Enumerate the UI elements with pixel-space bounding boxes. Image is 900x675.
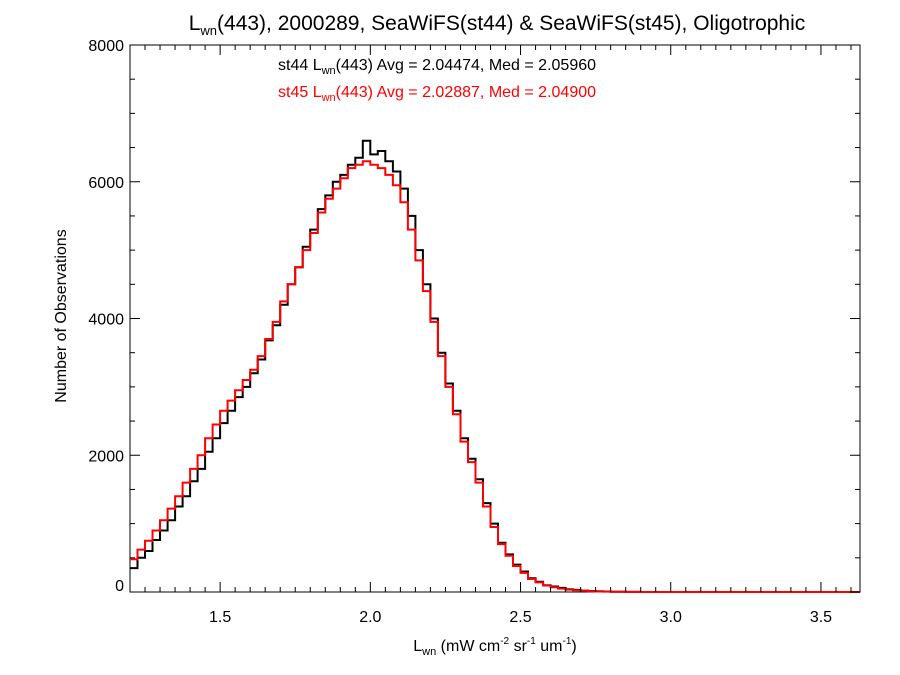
series-st44-line [130,139,860,593]
y-tick-label: 4000 [88,312,124,329]
y-tick-label: 6000 [88,175,124,192]
x-tick-label: 2.0 [359,609,381,626]
x-tick-label: 1.5 [209,609,231,626]
y-tick-label: 2000 [88,448,124,465]
y-tick-label: 0 [115,578,124,595]
annotation-st44: st44 Lwn(443) Avg = 2.04474, Med = 2.059… [278,57,596,77]
chart-title: Lwn(443), 2000289, SeaWiFS(st44) & SeaWi… [189,12,806,38]
x-tick-label: 3.5 [810,609,832,626]
plot-frame [129,44,861,593]
x-tick-label: 2.5 [509,609,531,626]
x-axis-label: Lwn (mW cm-2 sr-1 um-1) [413,636,576,658]
annotation-st45: st45 Lwn(443) Avg = 2.02887, Med = 2.049… [278,84,596,104]
y-axis-ticks: 0 2000 4000 6000 8000 [88,38,860,595]
series-st45-line [130,160,860,593]
y-axis-label: Number of Observations [53,229,70,402]
y-tick-label: 8000 [88,38,124,55]
x-tick-label: 3.0 [660,609,682,626]
x-axis-ticks: 1.5 2.0 2.5 3.0 3.5 [144,45,852,626]
series-layer [130,139,860,593]
